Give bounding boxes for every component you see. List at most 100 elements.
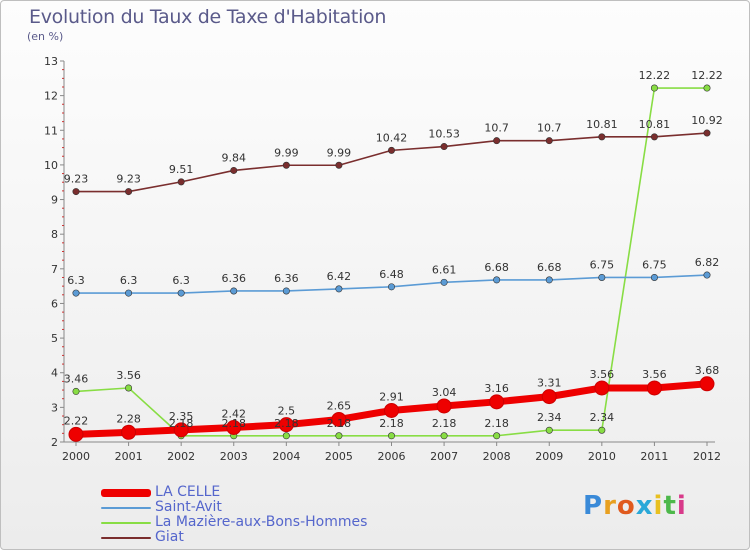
data-label: 3.16 bbox=[484, 382, 509, 395]
data-label: 9.23 bbox=[116, 173, 141, 186]
data-point bbox=[384, 402, 399, 418]
data-point bbox=[545, 137, 553, 145]
data-label: 3.68 bbox=[695, 364, 720, 377]
logo-letter: x bbox=[635, 491, 654, 521]
data-label: 10.81 bbox=[586, 118, 618, 131]
data-point bbox=[282, 432, 290, 440]
data-point bbox=[598, 426, 606, 434]
data-label: 2.18 bbox=[379, 417, 404, 430]
legend-label-la-maziere: La Mazière-aux-Bons-Hommes bbox=[155, 514, 368, 530]
legend-label-giat: Giat bbox=[155, 529, 184, 545]
data-point bbox=[68, 426, 84, 442]
data-label: 6.61 bbox=[432, 263, 457, 276]
x-tick-label: 2001 bbox=[115, 450, 143, 463]
data-point bbox=[699, 376, 715, 392]
data-point bbox=[282, 287, 290, 295]
data-label: 6.48 bbox=[379, 268, 404, 281]
data-label: 3.56 bbox=[590, 368, 615, 381]
y-tick-label: 8 bbox=[51, 228, 58, 241]
data-point bbox=[278, 417, 294, 433]
data-label: 6.36 bbox=[274, 272, 299, 285]
data-label: 6.75 bbox=[642, 258, 667, 271]
data-point bbox=[703, 271, 711, 279]
data-point bbox=[331, 411, 347, 427]
data-label: 2.18 bbox=[327, 417, 352, 430]
data-label: 2.18 bbox=[484, 417, 509, 430]
data-label: 2.18 bbox=[169, 417, 194, 430]
legend-swatch-saint-avit bbox=[101, 506, 151, 509]
data-point bbox=[335, 161, 343, 169]
data-point bbox=[335, 432, 343, 440]
x-tick-label: 2002 bbox=[167, 450, 195, 463]
legend: LA CELLE Saint-Avit La Mazière-aux-Bons-… bbox=[101, 485, 367, 545]
data-label: 6.82 bbox=[695, 256, 720, 269]
legend-item-la-celle: LA CELLE bbox=[101, 485, 367, 500]
data-point bbox=[72, 387, 80, 395]
data-point bbox=[387, 432, 395, 440]
data-point bbox=[177, 289, 185, 297]
data-label: 12.22 bbox=[639, 69, 671, 82]
data-label: 2.18 bbox=[222, 417, 247, 430]
data-point bbox=[650, 133, 658, 141]
x-tick-label: 2006 bbox=[378, 450, 406, 463]
data-label: 6.36 bbox=[222, 272, 247, 285]
data-point bbox=[230, 287, 238, 295]
data-label: 2.34 bbox=[537, 411, 562, 424]
data-point bbox=[440, 278, 448, 286]
data-label: 10.81 bbox=[639, 118, 671, 131]
x-tick-label: 2003 bbox=[220, 450, 248, 463]
data-point bbox=[72, 188, 80, 196]
data-point bbox=[489, 394, 505, 410]
legend-item-la-maziere: La Mazière-aux-Bons-Hommes bbox=[101, 515, 367, 530]
data-label: 10.42 bbox=[376, 131, 408, 144]
data-point bbox=[598, 273, 606, 281]
data-label: 9.84 bbox=[222, 151, 247, 164]
data-point bbox=[703, 84, 711, 92]
data-label: 2.18 bbox=[274, 417, 299, 430]
data-point bbox=[598, 133, 606, 141]
data-point bbox=[125, 188, 133, 196]
data-point bbox=[173, 422, 189, 438]
data-point bbox=[594, 380, 610, 396]
data-point bbox=[282, 161, 290, 169]
data-label: 6.68 bbox=[484, 261, 509, 274]
logo-letter: r bbox=[603, 491, 617, 521]
data-point bbox=[541, 389, 557, 405]
x-tick-label: 2008 bbox=[483, 450, 511, 463]
data-point bbox=[335, 285, 343, 293]
legend-label-la-celle: LA CELLE bbox=[155, 484, 221, 500]
data-label: 6.75 bbox=[590, 258, 615, 271]
legend-swatch-giat bbox=[101, 536, 151, 539]
logo-letter: o bbox=[616, 491, 636, 521]
data-point bbox=[650, 273, 658, 281]
data-point bbox=[440, 432, 448, 440]
data-point bbox=[650, 84, 658, 92]
data-label: 3.04 bbox=[432, 386, 457, 399]
y-tick-label: 10 bbox=[44, 159, 58, 172]
data-point bbox=[436, 398, 452, 414]
logo-letter: i bbox=[676, 491, 687, 521]
data-point bbox=[545, 276, 553, 284]
legend-item-giat: Giat bbox=[101, 530, 367, 545]
data-point bbox=[387, 146, 395, 154]
data-point bbox=[125, 384, 133, 392]
data-label: 3.31 bbox=[537, 377, 562, 390]
y-tick-label: 3 bbox=[51, 401, 58, 414]
data-label: 6.3 bbox=[67, 274, 85, 287]
x-tick-label: 2007 bbox=[430, 450, 458, 463]
data-label: 10.53 bbox=[428, 128, 460, 141]
data-label: 2.42 bbox=[222, 407, 247, 420]
data-label: 9.99 bbox=[274, 146, 299, 159]
data-label: 3.56 bbox=[642, 368, 667, 381]
data-label: 2.65 bbox=[327, 399, 352, 412]
page-title: Evolution du Taux de Taxe d'Habitation bbox=[29, 6, 387, 28]
data-label: 6.3 bbox=[120, 274, 138, 287]
x-tick-label: 2010 bbox=[588, 450, 616, 463]
data-label: 6.42 bbox=[327, 270, 352, 283]
data-point bbox=[646, 380, 662, 396]
logo-letter: t bbox=[663, 491, 677, 521]
x-tick-label: 2009 bbox=[535, 450, 563, 463]
data-label: 2.91 bbox=[379, 390, 404, 403]
data-point bbox=[440, 143, 448, 151]
